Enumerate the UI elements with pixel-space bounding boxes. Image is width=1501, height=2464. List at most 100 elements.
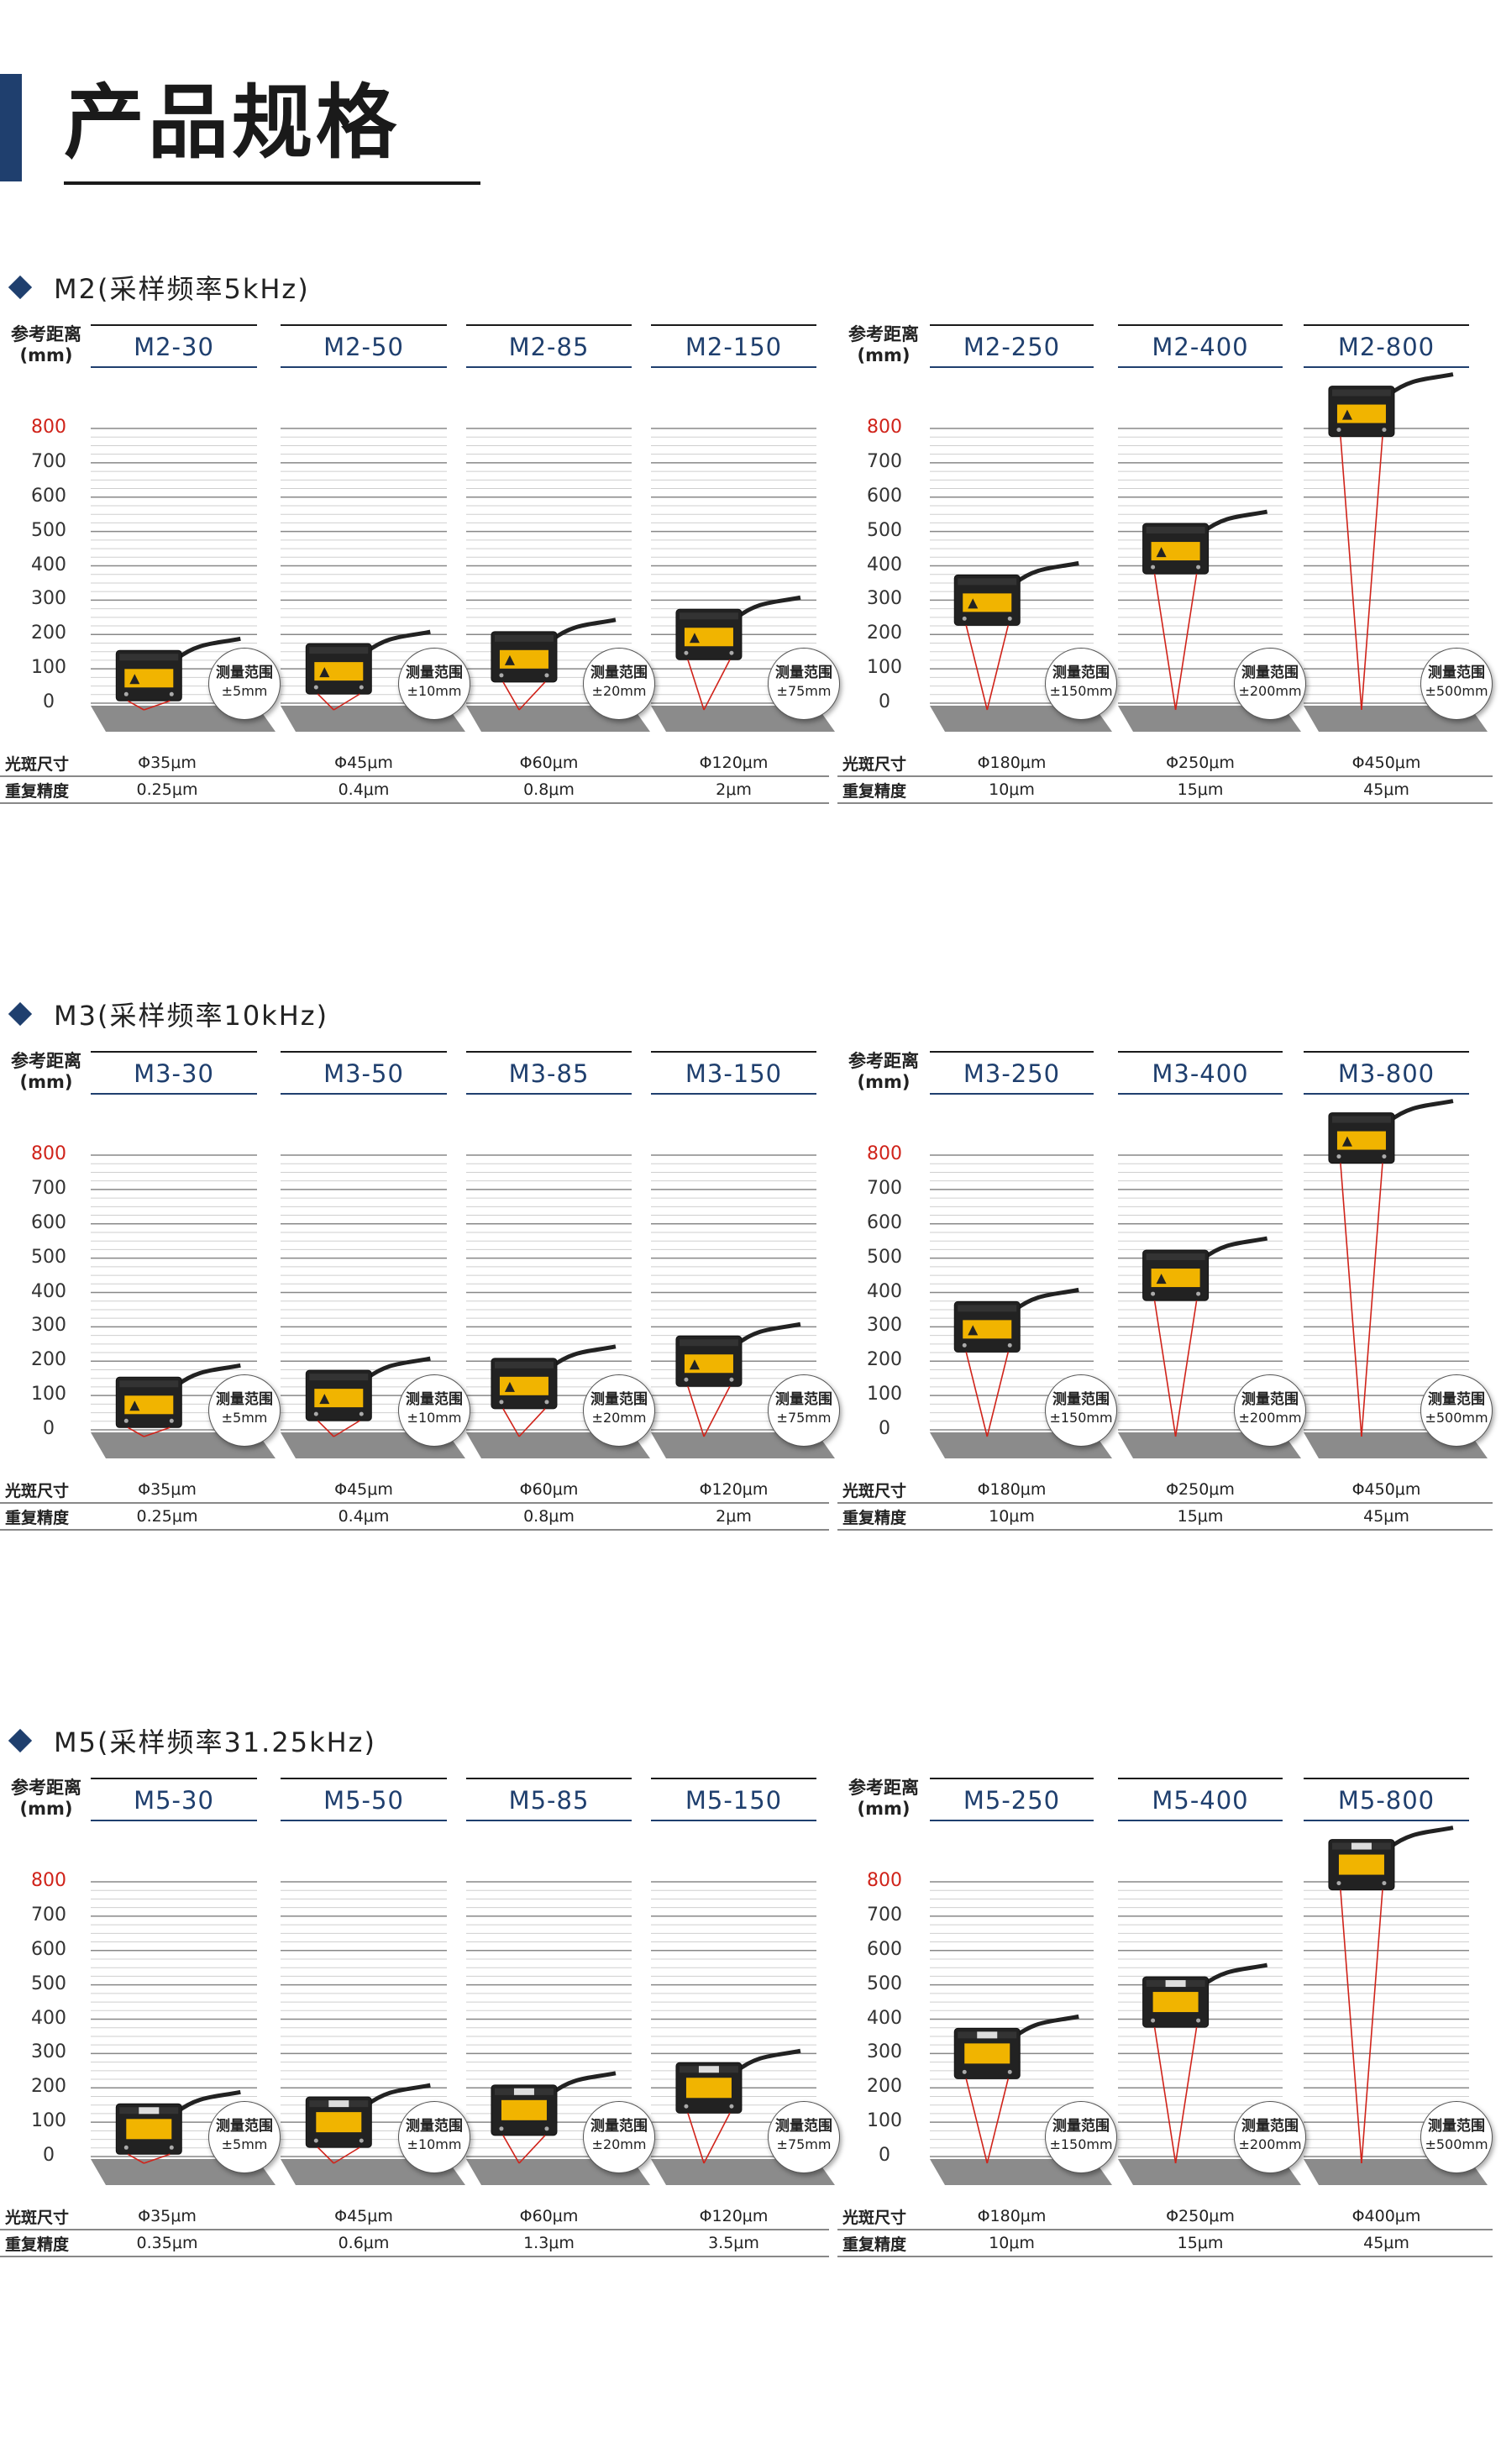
sensor-screw-icon <box>1336 1154 1341 1159</box>
model-name: M5-30 <box>134 1786 214 1815</box>
laser-beam <box>1361 436 1383 711</box>
laser-beam <box>518 681 546 711</box>
sensor-screw-icon <box>1151 1291 1156 1296</box>
repeatability-label: 重复精度 <box>842 782 907 801</box>
laser-beam <box>1153 573 1177 711</box>
model-bottom-rule <box>930 366 1094 368</box>
sensor-screw-icon <box>962 616 967 621</box>
sensor-screw-icon <box>123 691 129 696</box>
sensor-label <box>963 593 1012 612</box>
range-value: ±75mm <box>776 683 832 699</box>
spot_size-row: 光斑尺寸 Φ180μm Φ250μm Φ450μm <box>842 1479 1489 1502</box>
ref-distance-text: 参考距离 <box>848 1051 919 1071</box>
sensor-cable <box>1388 1826 1454 1850</box>
repeatability-value: 15μm <box>1177 780 1224 799</box>
model-bottom-rule <box>651 1093 816 1095</box>
measuring-range-badge-M3-800: 测量范围 ±500mm <box>1420 1374 1493 1447</box>
model-top-rule <box>651 324 816 326</box>
laser-beam <box>144 700 171 711</box>
section-header: M3(采样频率10kHz) <box>8 997 328 1032</box>
model-header-M2-150: M2-150 <box>651 324 816 375</box>
warning-icon <box>504 654 515 665</box>
repeatability-row: 重复精度 0.35μm 0.6μm 1.3μm 3.5μm <box>5 2232 826 2256</box>
axis-label-600: 600 <box>31 1938 66 1960</box>
range-value: ±20mm <box>591 2136 647 2152</box>
sensor-M5-30 <box>115 2089 241 2155</box>
axis-label-800: 800 <box>31 1870 66 1891</box>
repeatability-value: 3.5μm <box>708 2234 759 2252</box>
spot_size-value: Φ450μm <box>1351 754 1421 772</box>
model-bottom-rule <box>281 1093 447 1095</box>
spot_size-value: Φ60μm <box>519 1480 579 1499</box>
sensor-label <box>1151 542 1200 561</box>
model-bottom-rule <box>1118 1820 1283 1821</box>
laser-beam <box>965 625 989 711</box>
model-top-rule <box>930 324 1094 326</box>
ref-unit-text: (mm) <box>857 345 911 365</box>
laser-beam <box>1361 1163 1383 1437</box>
laser-beam <box>687 1386 705 1437</box>
model-header-M5-800: M5-800 <box>1304 1778 1469 1828</box>
model-header-M5-400: M5-400 <box>1118 1778 1283 1828</box>
range-value: ±10mm <box>407 1410 462 1426</box>
laser-beam <box>127 700 144 711</box>
axis-label-800: 800 <box>867 417 902 438</box>
range-label: 测量范围 <box>216 665 273 681</box>
section-title: M5(采样频率31.25kHz) <box>54 1726 376 1758</box>
model-header-M3-30: M3-30 <box>91 1051 257 1101</box>
measuring-range-badge-M2-800: 测量范围 ±500mm <box>1420 648 1493 720</box>
model-name: M5-50 <box>323 1786 404 1815</box>
sensor-label <box>963 1320 1012 1339</box>
ref-unit-text: (mm) <box>19 345 73 365</box>
spot_size-value: Φ60μm <box>519 754 579 772</box>
sensor-screw-icon <box>1196 565 1201 570</box>
sensor-cable <box>1202 1962 1268 1988</box>
spot_size-label: 光斑尺寸 <box>842 1482 907 1500</box>
model-header-M5-150: M5-150 <box>651 1778 816 1828</box>
axis-label-300: 300 <box>31 2041 66 2063</box>
sensor-screw-icon <box>1007 1342 1012 1348</box>
sensor-M3-50 <box>305 1356 431 1421</box>
sensor-cable <box>365 2083 431 2108</box>
sensor-display <box>501 2099 547 2120</box>
sensor-screw-icon <box>1196 1291 1201 1296</box>
model-bottom-rule <box>1304 366 1469 368</box>
repeatability-value: 0.25μm <box>136 1507 198 1526</box>
axis-label-400: 400 <box>31 1280 66 1302</box>
diamond-bullet-icon <box>8 1728 33 1753</box>
sensor-screw-icon <box>1336 1881 1341 1886</box>
model-top-rule <box>466 1778 632 1779</box>
range-label: 测量范围 <box>590 665 648 681</box>
laser-beam <box>1340 1163 1362 1437</box>
sensor-screw-icon <box>1336 428 1341 433</box>
range-value: ±150mm <box>1049 1410 1113 1426</box>
axis-label-100: 100 <box>31 657 66 679</box>
repeatability-divider <box>0 2256 829 2257</box>
measuring-range-badge-M3-85: 测量范围 ±20mm <box>583 1374 655 1447</box>
model-bottom-rule <box>930 1820 1094 1821</box>
sensor-top-edge <box>1146 1253 1205 1261</box>
repeatability-row: 重复精度 0.25μm 0.4μm 0.8μm 2μm <box>5 1505 826 1529</box>
axis-label-200: 200 <box>31 623 66 644</box>
model-bottom-rule <box>281 366 447 368</box>
sensor-screw-icon <box>499 2126 504 2131</box>
axis-label-700: 700 <box>31 1904 66 1925</box>
sensor-M5-150 <box>675 2048 801 2114</box>
measuring-range-badge-M3-150: 测量范围 ±75mm <box>768 1374 840 1447</box>
sensor-M3-250 <box>953 1287 1079 1353</box>
spot_size-value: Φ35μm <box>138 2207 197 2225</box>
ref-distance-text: 参考距离 <box>11 1051 81 1071</box>
axis-label-100: 100 <box>867 657 902 679</box>
repeatability-label: 重复精度 <box>5 2235 70 2254</box>
range-value: ±5mm <box>221 2136 268 2152</box>
sensor-label <box>124 1395 174 1415</box>
sensor-top-edge <box>309 647 369 654</box>
warning-icon <box>689 1359 700 1370</box>
model-name: M5-800 <box>1337 1786 1435 1815</box>
spec-panel-left: 参考距离 (mm) 800 700 600 500 400 300 200 100 0 M2-30 测量… <box>0 324 840 996</box>
sensor-screw-icon <box>359 685 364 690</box>
sensor-screw-icon <box>359 1411 364 1416</box>
repeatability-label: 重复精度 <box>842 2235 907 2254</box>
repeatability-value: 0.4μm <box>338 780 390 799</box>
sensor-top-edge <box>309 1374 369 1381</box>
